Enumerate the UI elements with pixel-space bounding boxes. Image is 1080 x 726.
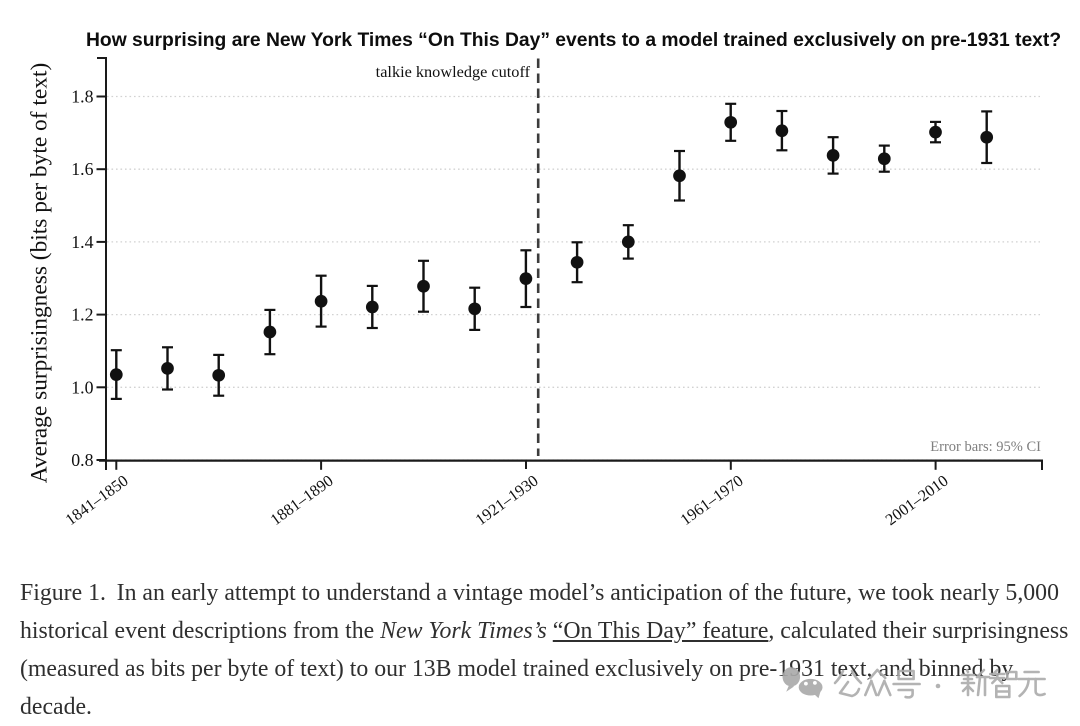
svg-text:1.4: 1.4 bbox=[71, 232, 93, 252]
svg-text:2001–2010: 2001–2010 bbox=[882, 472, 952, 529]
svg-text:Average surprisingness (bits p: Average surprisingness (bits per byte of… bbox=[27, 63, 53, 483]
svg-text:1921–1930: 1921–1930 bbox=[472, 472, 542, 529]
svg-text:1.0: 1.0 bbox=[71, 377, 93, 397]
svg-text:1881–1890: 1881–1890 bbox=[267, 472, 337, 529]
svg-text:1841–1850: 1841–1850 bbox=[62, 472, 132, 529]
svg-text:1.8: 1.8 bbox=[71, 87, 93, 107]
svg-text:0.8: 0.8 bbox=[71, 450, 93, 470]
svg-text:talkie knowledge cutoff: talkie knowledge cutoff bbox=[376, 62, 531, 81]
svg-text:Error bars: 95% CI: Error bars: 95% CI bbox=[930, 439, 1041, 455]
svg-text:1.2: 1.2 bbox=[71, 305, 93, 325]
svg-text:How surprising are New York Ti: How surprising are New York Times “On Th… bbox=[86, 30, 1061, 51]
svg-text:1.6: 1.6 bbox=[71, 159, 93, 179]
svg-text:1961–1970: 1961–1970 bbox=[677, 472, 747, 529]
